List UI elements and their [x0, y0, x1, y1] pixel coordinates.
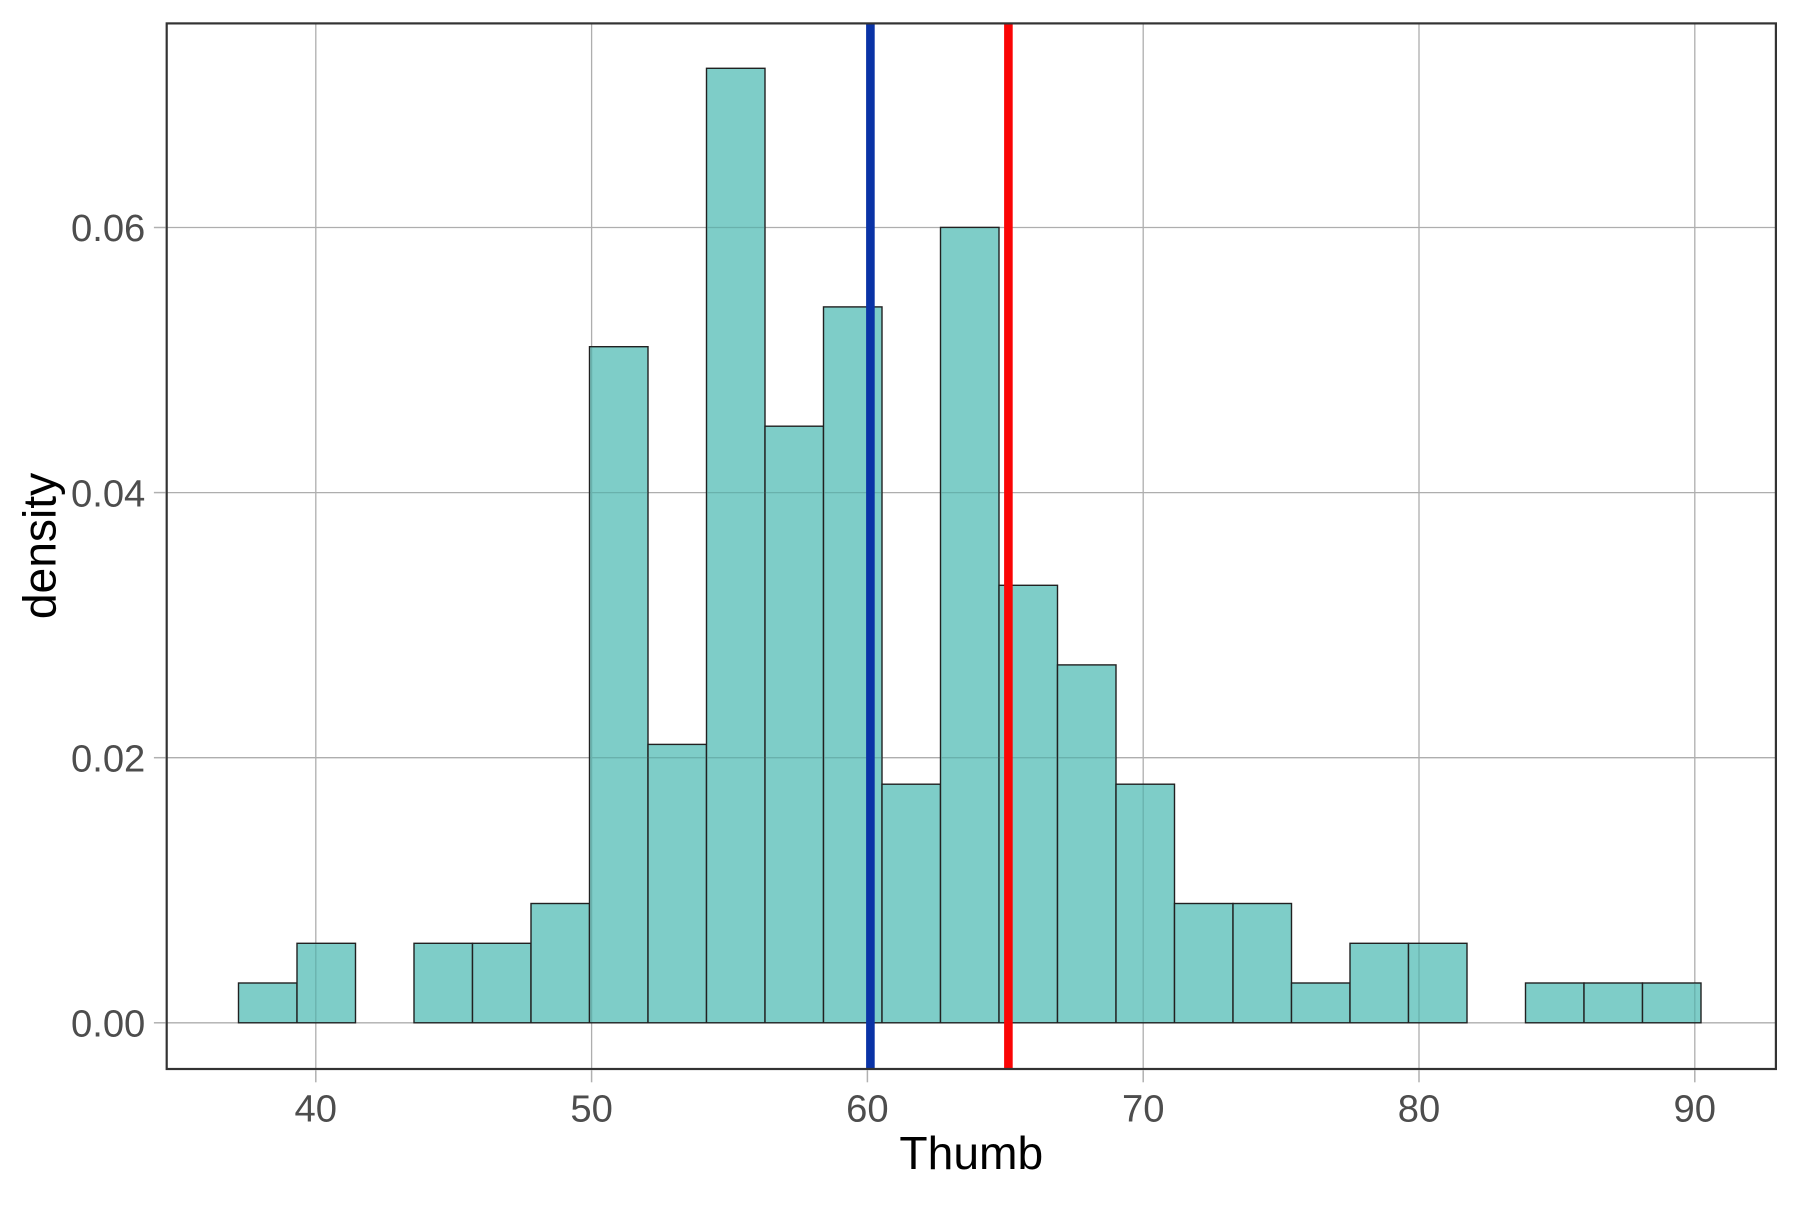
svg-text:60: 60	[846, 1088, 888, 1131]
svg-text:0.06: 0.06	[71, 207, 145, 250]
svg-text:70: 70	[1122, 1088, 1164, 1131]
svg-text:0.02: 0.02	[71, 737, 145, 780]
svg-text:density: density	[14, 473, 66, 619]
svg-text:0.00: 0.00	[71, 1003, 145, 1046]
svg-text:Thumb: Thumb	[899, 1127, 1043, 1179]
svg-text:40: 40	[295, 1088, 337, 1131]
svg-text:90: 90	[1674, 1088, 1716, 1131]
svg-text:50: 50	[570, 1088, 612, 1131]
svg-text:0.04: 0.04	[71, 472, 145, 515]
svg-text:80: 80	[1398, 1088, 1440, 1131]
